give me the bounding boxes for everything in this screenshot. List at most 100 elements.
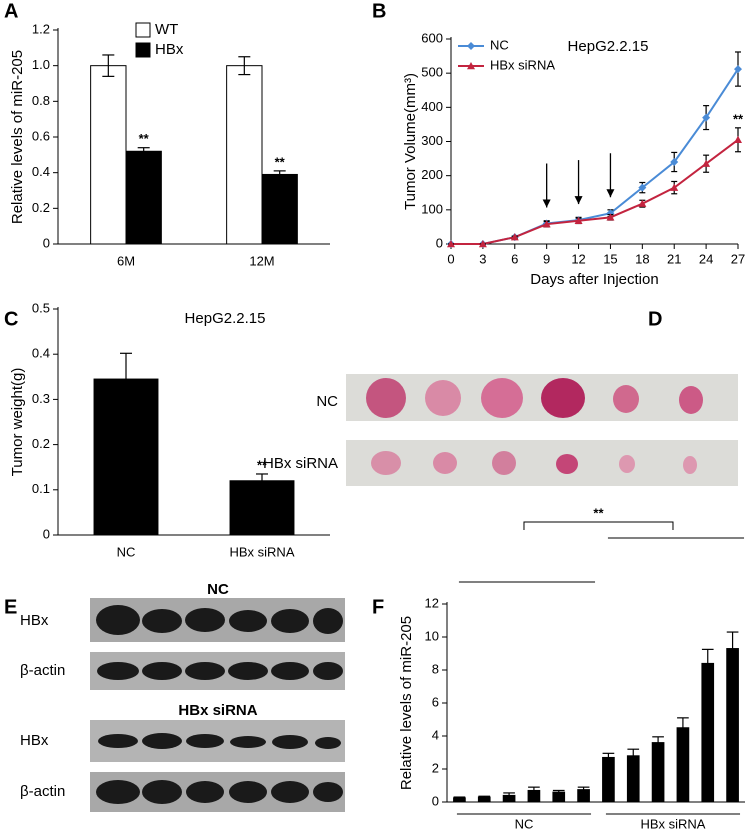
chart-title: HepG2.2.15	[568, 38, 649, 55]
bar	[676, 727, 690, 803]
y-tick-label: 200	[421, 167, 443, 182]
legend-label: NC	[490, 37, 509, 52]
y-tick-label: 0.6	[32, 128, 50, 143]
bar	[527, 789, 541, 803]
y-tick-label: 0.4	[32, 346, 50, 361]
y-tick-label: 0.2	[32, 436, 50, 451]
chart-title: HepG2.2.15	[185, 310, 266, 327]
y-tick-label: 0.3	[32, 391, 50, 406]
point	[574, 216, 583, 224]
x-tick-label: 12M	[249, 253, 274, 268]
y-tick-label: 10	[425, 628, 439, 643]
y-axis-label: Relative levels of miR-205	[9, 50, 26, 224]
row-label: β-actin	[20, 783, 65, 800]
y-tick-label: 0	[43, 235, 50, 250]
y-tick-label: 2	[432, 760, 439, 775]
point	[670, 158, 679, 166]
point	[638, 183, 647, 192]
bar	[552, 791, 566, 803]
y-tick-label: 1.2	[32, 21, 50, 36]
row-label: HBx siRNA	[263, 455, 338, 472]
bar	[453, 797, 466, 803]
row-label: HBx	[20, 612, 49, 629]
bar	[226, 65, 263, 245]
significance: **	[275, 154, 286, 169]
bar	[229, 480, 295, 536]
panel-letter: C	[4, 308, 18, 330]
point	[478, 240, 487, 248]
y-tick-label: 0	[43, 526, 50, 541]
row-label: HBx	[20, 732, 49, 749]
bar	[90, 65, 127, 245]
y-tick-label: 0.5	[32, 300, 50, 315]
x-tick-label: 15	[603, 251, 617, 266]
y-axis-label: Tumor weight(g)	[9, 368, 26, 477]
legend-label: HBx	[155, 41, 184, 58]
series-line	[451, 138, 739, 245]
y-axis-label: Relative levels of miR-205	[398, 616, 415, 790]
y-tick-label: 12	[425, 595, 439, 610]
significance: **	[257, 457, 268, 472]
y-tick-label: 0.1	[32, 481, 50, 496]
tumor-photo	[346, 374, 738, 486]
y-tick-label: 600	[421, 30, 443, 45]
y-tick-label: 300	[421, 133, 443, 148]
point	[606, 213, 615, 221]
y-tick-label: 100	[421, 201, 443, 216]
bar	[726, 648, 739, 803]
significance: **	[139, 131, 150, 146]
x-tick-label: 3	[479, 251, 486, 266]
y-tick-label: 500	[421, 65, 443, 80]
legend-label: HBx siRNA	[490, 57, 555, 72]
bar	[701, 662, 715, 803]
bar	[261, 173, 298, 245]
bar	[626, 755, 640, 803]
bar	[602, 756, 615, 803]
point	[702, 113, 711, 122]
y-tick-label: 6	[432, 694, 439, 709]
bar	[125, 150, 162, 245]
bar	[577, 789, 590, 803]
x-tick-label: 9	[543, 251, 550, 266]
x-tick-label: 6M	[117, 253, 135, 268]
point	[734, 135, 742, 143]
x-axis-label: Days after Injection	[530, 271, 658, 288]
arrow-head	[574, 196, 583, 205]
series-line	[451, 68, 739, 245]
comparison-bracket	[523, 521, 674, 530]
group-label: HBx siRNA	[640, 816, 705, 831]
blot-title: NC	[207, 581, 229, 598]
group-label: NC	[515, 816, 534, 831]
point	[702, 159, 711, 167]
x-tick-label: 6	[511, 251, 518, 266]
x-tick-label: 21	[667, 251, 681, 266]
y-tick-label: 0.8	[32, 93, 50, 108]
x-tick-label: HBx siRNA	[229, 544, 294, 559]
significance: **	[593, 505, 604, 520]
panel-letter: B	[372, 0, 386, 22]
bar	[477, 796, 491, 803]
panel-letter: A	[4, 0, 18, 22]
panel-letter: D	[648, 308, 662, 330]
y-tick-label: 1.0	[32, 57, 50, 72]
point	[447, 240, 455, 248]
panel-letter: F	[372, 596, 384, 618]
legend-marker	[467, 42, 475, 50]
point	[542, 220, 551, 228]
point	[510, 233, 519, 241]
point	[606, 209, 615, 218]
panel-letter: E	[4, 596, 17, 618]
y-tick-label: 4	[432, 727, 439, 742]
row-label: NC	[316, 393, 338, 410]
significance: **	[733, 111, 744, 126]
legend-swatch	[135, 42, 151, 58]
x-tick-label: 24	[699, 251, 713, 266]
y-tick-label: 0	[432, 793, 439, 808]
point	[638, 199, 647, 207]
y-tick-label: 400	[421, 99, 443, 114]
row-label: β-actin	[20, 662, 65, 679]
y-tick-label: 8	[432, 661, 439, 676]
arrow-head	[542, 199, 551, 208]
bar	[93, 378, 159, 536]
